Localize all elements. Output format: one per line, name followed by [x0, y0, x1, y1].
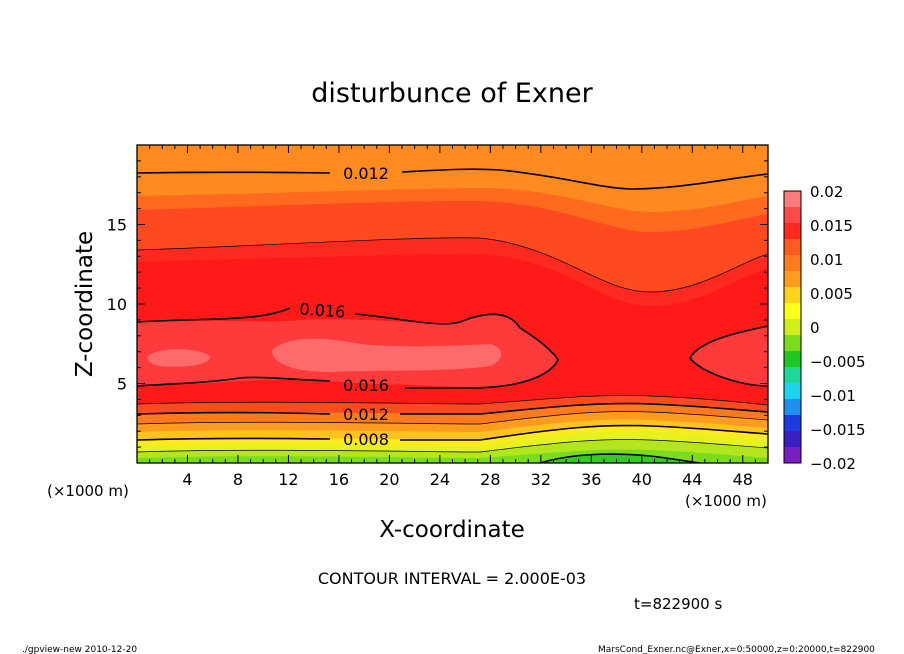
x-axis-ticks: 4 8 12 16 20 24 28 32 36 40 44 48: [182, 470, 753, 489]
x-axis-label: X-coordinate: [379, 517, 525, 543]
colorbar-label: 0.01: [810, 251, 843, 269]
contour-label: 0.008: [343, 430, 389, 449]
contour-line-008: [137, 424, 768, 441]
time-label: t=822900 s: [634, 595, 722, 613]
colorbar-cell: [784, 367, 801, 384]
colorbar-cell: [784, 447, 801, 464]
contour-lines: [137, 168, 768, 463]
colorbar-cell: [784, 191, 801, 208]
contour-fill: [137, 145, 768, 463]
x-tick-label: 36: [581, 470, 601, 489]
contour-line-012-low: [137, 402, 768, 415]
colorbar-cell: [784, 223, 801, 240]
contour-interval: CONTOUR INTERVAL = 2.000E-03: [318, 569, 586, 588]
band-green-2: [540, 454, 700, 463]
colorbar-cell: [784, 287, 801, 304]
colorbar-cell: [784, 431, 801, 448]
colorbar-label: 0.02: [810, 183, 843, 201]
contour-label: 0.012: [343, 405, 389, 424]
x-tick-label: 48: [733, 470, 753, 489]
colorbar-label: −0.005: [810, 353, 866, 371]
contour-line-006: [137, 439, 768, 453]
colorbar-cell: [784, 207, 801, 224]
y-tick-label: 5: [117, 375, 127, 394]
contour-line-016-upper: [137, 307, 559, 389]
colorbar-cell: [784, 319, 801, 336]
colorbar-label: −0.02: [810, 455, 856, 473]
axis-ticks: [136, 144, 769, 464]
contour-line-004: [539, 453, 701, 463]
x-tick-label: 40: [632, 470, 652, 489]
colorbar-cell: [784, 255, 801, 272]
colorbar-cell: [784, 399, 801, 416]
x-tick-label: 8: [233, 470, 243, 489]
colorbar-label: −0.015: [810, 421, 866, 439]
contour-line-014-top: [137, 237, 768, 293]
y-axis-ticks: 5 10 15: [107, 216, 127, 394]
colorbar-cell: [784, 271, 801, 288]
band-red-3-right: [690, 326, 768, 386]
y-axis-label: Z-coordinate: [72, 231, 98, 377]
colorbar-cell: [784, 239, 801, 256]
contour-line-014-low: [137, 395, 768, 406]
footer-left: ./gpview-new 2010-12-20: [22, 645, 137, 654]
chart-title: disturbunce of Exner: [311, 78, 593, 109]
x-tick-label: 44: [682, 470, 702, 489]
colorbar-label: −0.01: [810, 387, 856, 405]
colorbar-cell: [784, 335, 801, 352]
contour-label: 0.012: [343, 164, 389, 183]
x-tick-label: 16: [329, 470, 349, 489]
x-tick-label: 32: [531, 470, 551, 489]
y-tick-label: 10: [107, 295, 127, 314]
x-unit-right: (×1000 m): [685, 492, 767, 510]
colorbar-label: 0.015: [810, 217, 853, 235]
colorbar-label: 0.005: [810, 285, 853, 303]
colorbar-cell: [784, 351, 801, 368]
band-pink-2: [272, 338, 502, 372]
x-tick-label: 20: [379, 470, 399, 489]
contour-label: 0.016: [299, 299, 346, 321]
x-tick-label: 4: [182, 470, 192, 489]
footer-right: MarsCond_Exner.nc@Exner,x=0:50000,z=0:20…: [598, 645, 875, 654]
contour-line-010: [137, 411, 768, 425]
contour-line-016-right: [689, 325, 768, 387]
x-tick-label: 24: [430, 470, 450, 489]
x-tick-label: 28: [480, 470, 500, 489]
contour-labels: 0.012 0.016 0.016 0.012 0.008: [299, 164, 389, 449]
x-tick-label: 12: [278, 470, 298, 489]
colorbar-cell: [784, 303, 801, 320]
band-pink: [147, 349, 211, 367]
colorbar-label: 0: [810, 319, 820, 337]
contour-line-012-top: [137, 168, 768, 190]
colorbar: 0.02 0.015 0.01 0.005 0 −0.005 −0.01 −0.015 −0.0…: [783, 183, 866, 473]
colorbar-cell: [784, 415, 801, 432]
contour-label: 0.016: [343, 376, 389, 395]
colorbar-cell: [784, 383, 801, 400]
y-tick-label: 15: [107, 216, 127, 235]
x-unit-left: (×1000 m): [47, 482, 129, 500]
